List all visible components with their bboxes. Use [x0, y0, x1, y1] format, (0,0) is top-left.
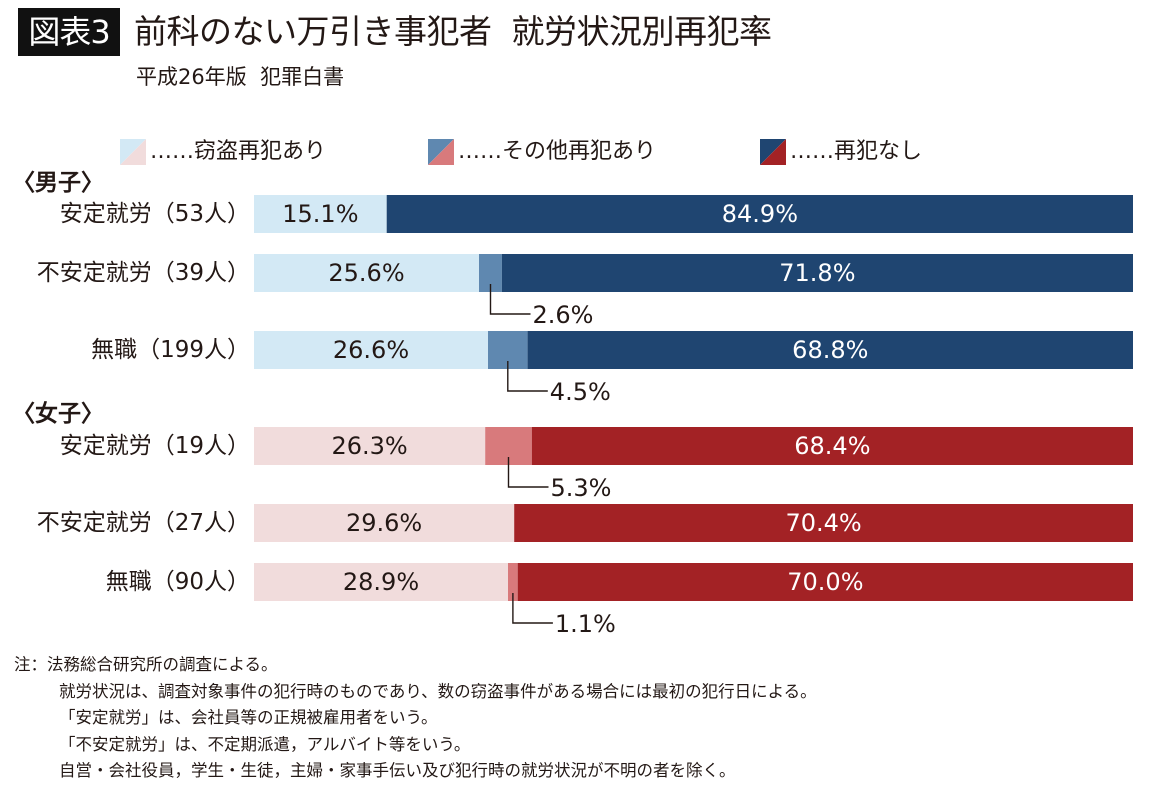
data-label-other: 1.1%	[555, 610, 616, 638]
bar-segment-none	[517, 563, 1133, 601]
note-line: 注：法務総合研究所の調査による。	[14, 655, 278, 674]
bar-segment-theft	[254, 331, 488, 369]
leader-line	[489, 284, 531, 315]
data-label-none: 68.4%	[794, 432, 870, 460]
legend-item-other-reoffense: ……その他再犯あり	[428, 136, 656, 168]
notes-block: 注：法務総合研究所の調査による。 就労状況は、調査対象事件の犯行時のものであり、…	[14, 652, 817, 785]
data-label-none: 70.4%	[785, 509, 861, 537]
data-label-other: 5.3%	[551, 474, 612, 502]
bar-segment-theft	[254, 195, 387, 233]
legend-swatch-other-reoffense	[428, 139, 454, 165]
legend-item-theft-reoffense: ……窃盗再犯あり	[120, 136, 326, 168]
data-label-none: 70.0%	[787, 568, 863, 596]
legend-swatch-theft-reoffense	[120, 139, 146, 165]
data-label-theft: 29.6%	[346, 509, 422, 537]
data-label-theft: 15.1%	[282, 200, 358, 228]
note-line: 「不安定就労」は、不定期派遣，アルバイト等をいう。	[59, 734, 471, 754]
legend-label: ……その他再犯あり	[458, 139, 657, 164]
data-label-theft: 25.6%	[328, 259, 404, 287]
leader-line	[512, 593, 553, 624]
bar-segment-theft	[254, 254, 479, 292]
note-line: 「安定就労」は、会社員等の正規被雇用者をいう。	[59, 708, 438, 727]
data-label-none: 68.8%	[792, 336, 868, 364]
data-label-none: 84.9%	[722, 200, 798, 228]
bar-segment-none	[501, 254, 1133, 292]
chart-subtitle: 平成26年版 犯罪白書	[136, 65, 345, 89]
figure-number-badge: 図表3	[18, 8, 120, 56]
note-line: 自営・会社役員，学生・生徒，主婦・家事手伝い及び犯行時の就労状況が不明の者を除く…	[59, 761, 736, 780]
bar-segment-theft	[254, 563, 508, 601]
bar-segment-theft	[254, 504, 515, 542]
row-label: 不安定就労（39人）	[36, 260, 250, 286]
bar-segment-other	[479, 254, 502, 292]
leader-line	[507, 361, 548, 392]
bar-segment-other	[508, 563, 518, 601]
note-line: 就労状況は、調査対象事件の犯行時のものであり、数の窃盗事件がある場合には最初の犯…	[59, 681, 817, 701]
bar-segment-none	[527, 331, 1133, 369]
bar-segment-none	[514, 504, 1133, 542]
data-label-theft: 26.3%	[331, 432, 407, 460]
row-label: 無職（90人）	[105, 569, 250, 595]
data-label-other: 2.6%	[533, 301, 594, 329]
legend-swatch-no-reoffense	[760, 139, 786, 165]
group-label-female: 〈女子〉	[12, 401, 104, 427]
legend-label: ……窃盗再犯あり	[150, 139, 327, 164]
legend-label: ……再犯なし	[790, 139, 923, 164]
row-label: 安定就労（19人）	[59, 433, 250, 459]
data-label-none: 71.8%	[779, 259, 855, 287]
leader-line	[507, 457, 549, 488]
legend-item-no-reoffense: ……再犯なし	[760, 136, 922, 168]
row-label: 無職（199人）	[91, 337, 250, 363]
chart-title: 前科のない万引き事犯者 就労状況別再犯率	[134, 12, 772, 51]
bar-segment-none	[386, 195, 1133, 233]
data-label-other: 4.5%	[550, 378, 611, 406]
row-label: 不安定就労（27人）	[36, 510, 250, 536]
bar-segment-none	[531, 427, 1133, 465]
group-label-male: 〈男子〉	[12, 170, 104, 196]
bar-segment-theft	[254, 427, 486, 465]
data-label-theft: 28.9%	[343, 568, 419, 596]
data-label-theft: 26.6%	[333, 336, 409, 364]
row-label: 安定就労（53人）	[59, 201, 250, 227]
